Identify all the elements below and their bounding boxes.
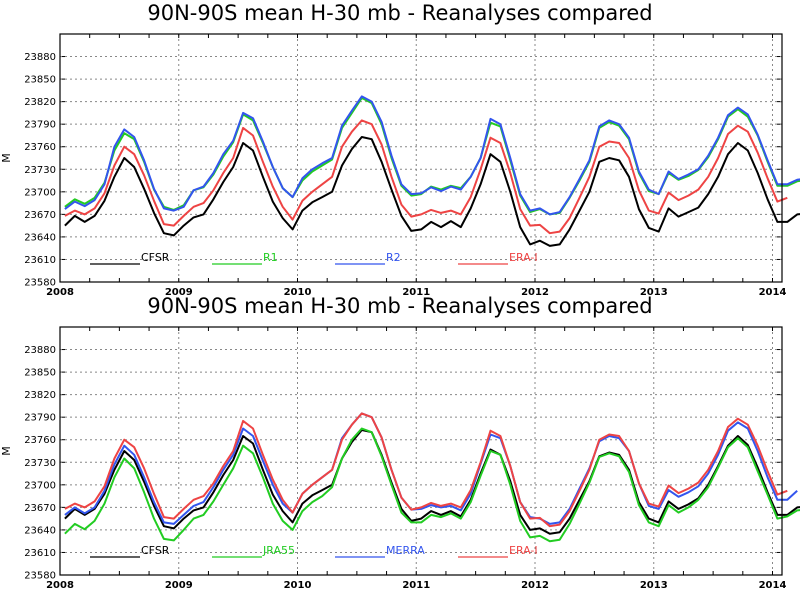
y-tick-label: 23760 — [24, 142, 56, 153]
legend-label: JRA55 — [262, 544, 295, 557]
x-tick-label: 2010 — [284, 287, 312, 298]
plot-frame — [59, 326, 783, 576]
chart-panel-1: 90N-90S mean H-30 mb - Reanalyses compar… — [0, 1, 800, 298]
y-tick-label: 23760 — [24, 435, 56, 446]
legend-label: ERA-I — [509, 251, 538, 264]
y-tick-label: 23790 — [24, 413, 56, 424]
y-tick-label: 23580 — [24, 571, 56, 582]
chart-title: 90N-90S mean H-30 mb - Reanalyses compar… — [147, 1, 652, 25]
y-axis-label: M — [0, 153, 13, 163]
y-tick-label: 23670 — [24, 503, 56, 514]
y-tick-label: 23880 — [24, 345, 56, 356]
x-tick-label: 2010 — [284, 580, 312, 591]
y-tick-label: 23610 — [24, 255, 56, 266]
y-tick-label: 23790 — [24, 120, 56, 131]
y-tick-label: 23670 — [24, 210, 56, 221]
x-tick-label: 2012 — [521, 287, 549, 298]
series-line-era-i — [64, 119, 788, 235]
legend-label: ERA-I — [509, 544, 538, 557]
series-line-jra55 — [64, 427, 800, 543]
x-tick-label: 2009 — [165, 287, 193, 298]
x-tick-label: 2008 — [46, 580, 74, 591]
series-line-cfsr — [64, 429, 800, 535]
x-tick-label: 2009 — [165, 580, 193, 591]
y-tick-label: 23850 — [24, 368, 56, 379]
x-tick-label: 2013 — [640, 580, 668, 591]
x-tick-label: 2011 — [402, 287, 430, 298]
y-tick-label: 23850 — [24, 75, 56, 86]
x-tick-label: 2013 — [640, 287, 668, 298]
series-line-r1 — [64, 96, 800, 216]
y-tick-label: 23640 — [24, 232, 56, 243]
chart-title: 90N-90S mean H-30 mb - Reanalyses compar… — [147, 294, 652, 318]
series-line-r2 — [64, 95, 800, 216]
y-tick-label: 23820 — [24, 97, 56, 108]
y-tick-label: 23610 — [24, 548, 56, 559]
chart-panel-2: 90N-90S mean H-30 mb - Reanalyses compar… — [0, 294, 800, 591]
legend-label: R2 — [386, 251, 401, 264]
series-line-era-i — [64, 412, 788, 528]
x-tick-label: 2014 — [759, 287, 787, 298]
y-tick-label: 23640 — [24, 525, 56, 536]
y-tick-label: 23730 — [24, 165, 56, 176]
y-tick-label: 23580 — [24, 278, 56, 289]
x-tick-label: 2014 — [759, 580, 787, 591]
y-tick-label: 23700 — [24, 187, 56, 198]
y-tick-label: 23730 — [24, 458, 56, 469]
x-tick-label: 2012 — [521, 580, 549, 591]
series-line-cfsr — [64, 136, 800, 247]
y-axis-label: M — [0, 446, 13, 456]
legend-label: R1 — [263, 251, 278, 264]
series-line-merra — [64, 412, 798, 525]
legend-label: CFSR — [141, 251, 170, 264]
y-tick-label: 23700 — [24, 480, 56, 491]
x-tick-label: 2011 — [402, 580, 430, 591]
plot-frame — [59, 33, 783, 283]
y-tick-label: 23820 — [24, 390, 56, 401]
legend-label: CFSR — [141, 544, 170, 557]
y-tick-label: 23880 — [24, 52, 56, 63]
x-tick-label: 2008 — [46, 287, 74, 298]
legend-label: MERRA — [386, 544, 425, 557]
